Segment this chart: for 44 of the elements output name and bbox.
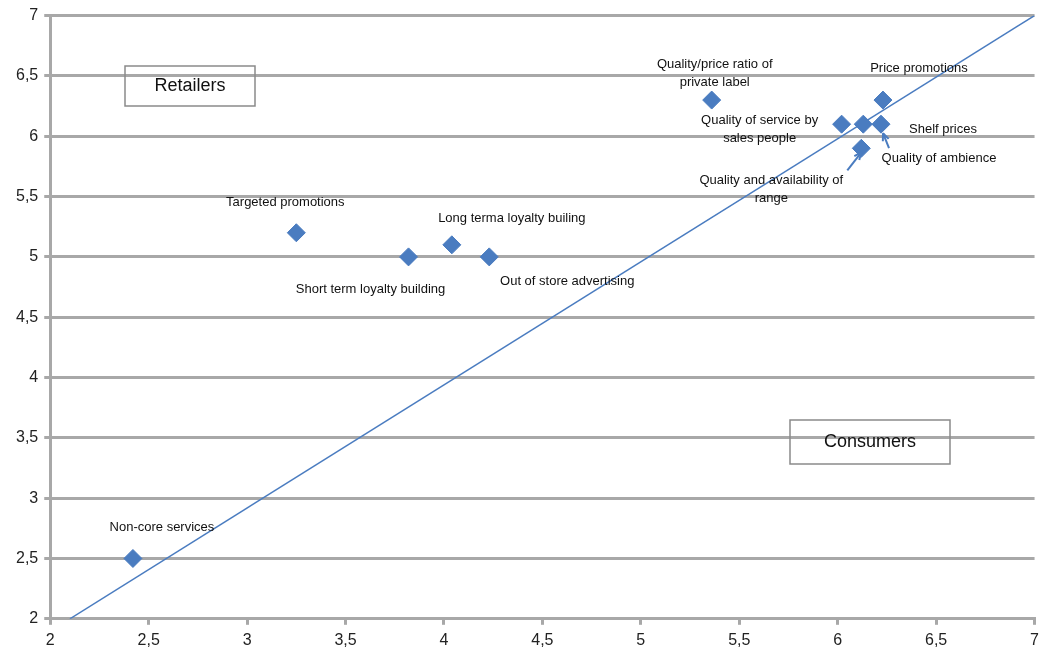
y-tick-label: 2: [29, 609, 39, 627]
y-tick-label: 7: [29, 6, 39, 24]
y-tick-label: 3: [29, 488, 39, 506]
x-tick-label: 6: [833, 630, 843, 648]
y-tick-label: 6: [29, 126, 39, 144]
y-tick-label: 4: [29, 367, 39, 385]
point: [853, 114, 873, 134]
point: [702, 90, 722, 110]
annotation: Consumers: [823, 430, 917, 451]
y-tick-label: 4,5: [15, 307, 39, 325]
annotation: Short term loyalty building: [295, 281, 446, 297]
x-tick-label: 7: [1030, 630, 1040, 648]
x-tick-label: 5: [636, 630, 646, 648]
point: [832, 114, 852, 134]
x-tick-label: 3: [242, 630, 252, 648]
annotation: Targeted promotions: [226, 194, 346, 210]
annotation: Quality of service by sales people: [701, 111, 819, 145]
annotation: Quality of ambience: [881, 149, 997, 165]
point: [442, 235, 462, 255]
x-tick-label: 4: [439, 630, 449, 648]
point: [286, 223, 306, 243]
y-tick-label: 5,5: [15, 186, 39, 204]
point: [851, 138, 871, 158]
y-tick-label: 6,5: [15, 66, 39, 84]
x-tick-label: 5,5: [728, 630, 751, 648]
annotation: Retailers: [154, 74, 226, 95]
x-tick-label: 4,5: [531, 630, 554, 648]
x-tick-label: 2: [45, 630, 55, 648]
annotation: Long terma loyalty builing: [438, 210, 586, 226]
y-tick-label: 5: [29, 247, 39, 265]
point: [399, 247, 419, 267]
y-tick-label: 2,5: [15, 548, 39, 566]
point: [123, 548, 143, 568]
annotation: Quality/price ratio of private label: [656, 55, 773, 89]
annotation: Non-core services: [109, 519, 215, 535]
x-tick-label: 6,5: [924, 630, 948, 648]
point: [873, 90, 893, 110]
x-tick-label: 2,5: [137, 630, 160, 648]
point: [871, 114, 891, 134]
y-tick-label: 3,5: [15, 428, 39, 446]
point: [479, 247, 499, 267]
x-tick-label: 3,5: [334, 630, 357, 648]
annotation: Quality and availability of range: [699, 171, 844, 205]
annotation: Shelf prices: [909, 120, 978, 136]
